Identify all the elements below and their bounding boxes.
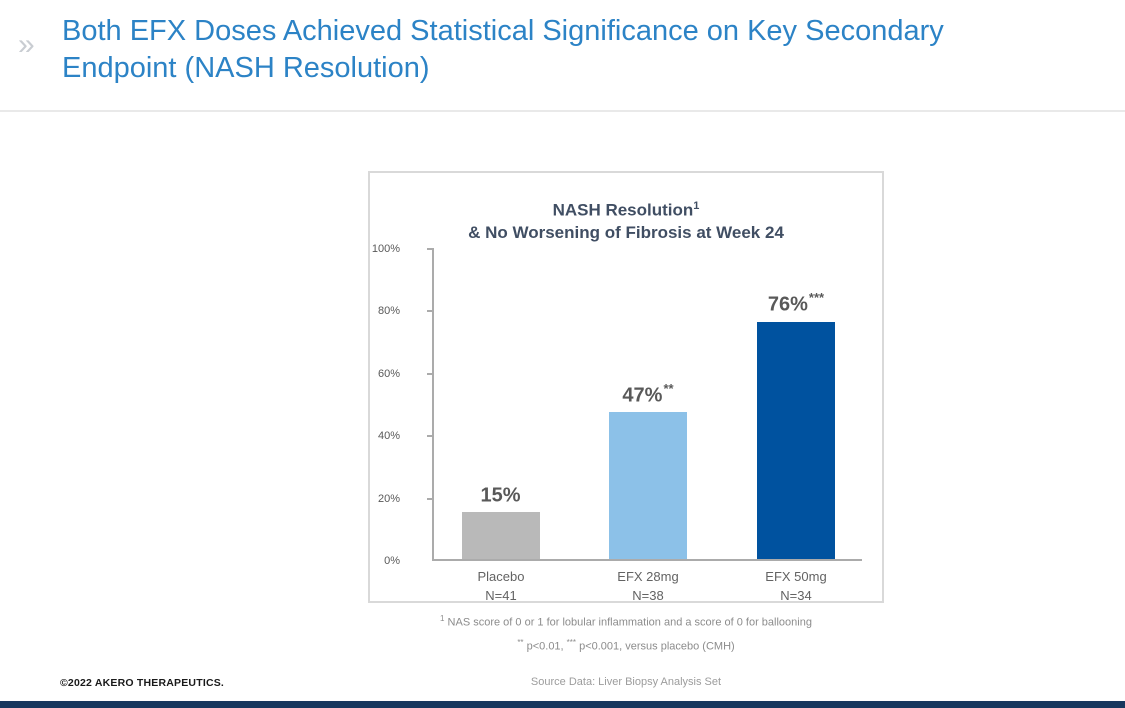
chart-title: NASH Resolution1 & No Worsening of Fibro… — [370, 195, 882, 244]
ytickmark — [427, 372, 434, 375]
copyright-text: ©2022 AKERO THERAPEUTICS. — [60, 677, 225, 689]
bar-group-placebo: 15% — [462, 482, 540, 559]
bar-value-efx28: 47%** — [622, 380, 674, 407]
plot-area: 100% 80% 60% 40% 20% 0% 15% 47%** 76%*** — [372, 243, 862, 603]
ytickmark — [427, 497, 434, 500]
footnotes: 1 NAS score of 0 or 1 for lobular inflam… — [300, 609, 952, 656]
ytick-0: 0% — [384, 555, 400, 567]
chevron-right-icon: » — [18, 28, 35, 61]
bar-efx50 — [757, 321, 835, 559]
ytick-60: 60% — [377, 367, 400, 380]
page-title-line1: Both EFX Doses Achieved Statistical Sign… — [62, 15, 944, 47]
xlabel-placebo: Placebo N=41 — [477, 569, 525, 603]
ytick-100: 100% — [371, 243, 400, 255]
bar-group-efx28: 47%** — [609, 380, 687, 559]
ytick-40: 40% — [377, 430, 400, 443]
xlabel-efx28: EFX 28mg N=38 — [617, 569, 679, 603]
xlabel-efx50: EFX 50mg N=34 — [765, 569, 827, 603]
chart-panel: NASH Resolution1 & No Worsening of Fibro… — [368, 171, 884, 603]
page-title: Both EFX Doses Achieved Statistical Sign… — [62, 13, 1102, 87]
footnote-2: ** p<0.01, *** p<0.001, versus placebo (… — [517, 637, 735, 653]
ytick-20: 20% — [377, 492, 400, 505]
footnote-1: 1 NAS score of 0 or 1 for lobular inflam… — [440, 614, 812, 629]
ytickmark — [427, 435, 434, 438]
bar-placebo — [462, 512, 540, 559]
bar-value-placebo: 15% — [480, 484, 521, 507]
chart-title-line2: & No Worsening of Fibrosis at Week 24 — [468, 222, 784, 242]
chart-title-superscript: 1 — [693, 200, 700, 212]
source-data-text: Source Data: Liver Biopsy Analysis Set — [530, 676, 722, 688]
ytick-80: 80% — [377, 305, 400, 318]
bar-group-efx50: 76%*** — [757, 290, 835, 559]
bar-efx28 — [609, 412, 687, 559]
page-title-line2: Endpoint (NASH Resolution) — [62, 52, 430, 84]
header: » Both EFX Doses Achieved Statistical Si… — [0, 0, 1125, 112]
ytickmark — [427, 310, 434, 313]
chart-title-line1: NASH Resolution — [552, 200, 694, 220]
ytickmark — [427, 248, 434, 250]
footer-accent-bar — [0, 701, 1125, 708]
bar-value-efx50: 76%*** — [767, 290, 825, 316]
